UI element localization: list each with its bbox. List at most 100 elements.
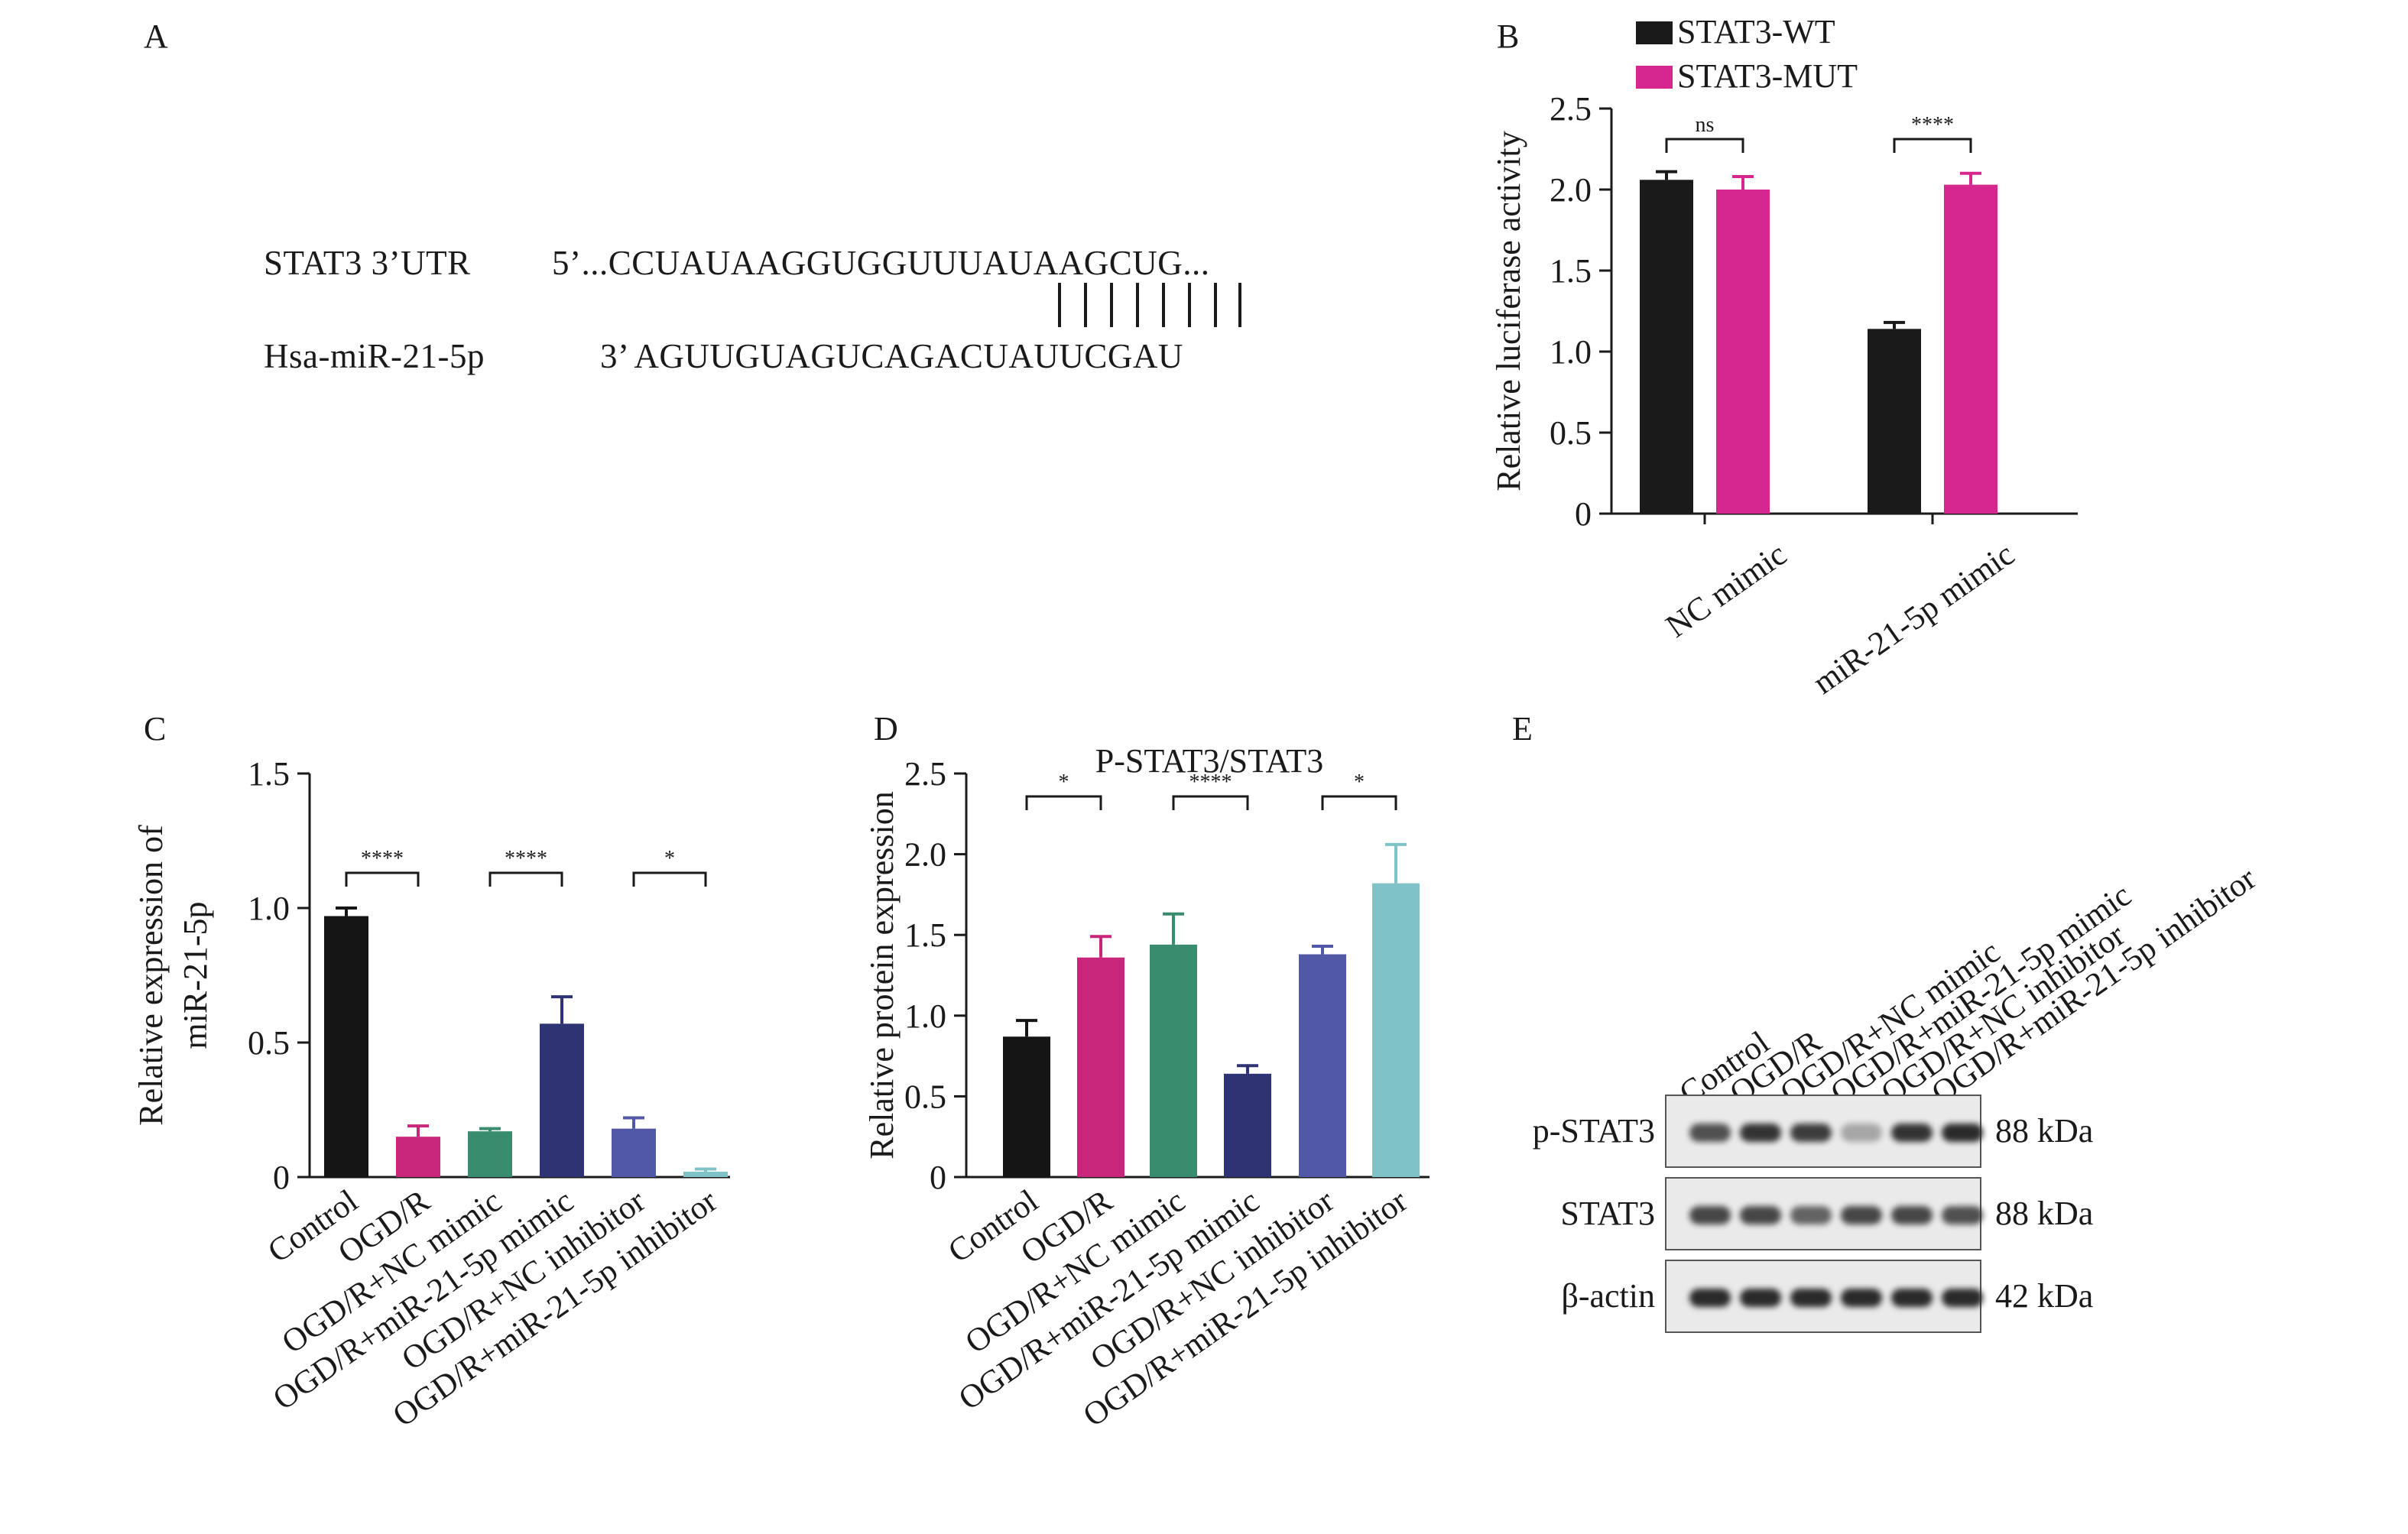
base-pair-line — [1084, 283, 1087, 327]
bar — [1150, 944, 1197, 1177]
y-tick-label: 0 — [273, 1159, 290, 1196]
panel-label-d: D — [874, 710, 898, 748]
utr-label: STAT3 3’UTR — [264, 244, 471, 282]
significance-label: **** — [1911, 113, 1954, 137]
significance-label: * — [1059, 770, 1069, 794]
bar — [1944, 184, 1997, 514]
utr-sequence: 5’...CCUAUAAGGUGGUUUAUAAGCUG... — [552, 244, 1210, 282]
blot-band — [1891, 1289, 1933, 1307]
panel-label-a: A — [144, 18, 168, 55]
chart-title: P-STAT3/STAT3 — [1095, 742, 1324, 780]
bar — [396, 1137, 440, 1177]
panel-label-e: E — [1512, 710, 1533, 748]
y-tick-label: 2.0 — [904, 836, 946, 874]
base-pair-line — [1110, 283, 1113, 327]
y-tick-label: 2.5 — [1550, 90, 1592, 128]
panel-label-b: B — [1497, 18, 1520, 55]
blot-band — [1841, 1206, 1882, 1224]
bar — [324, 916, 368, 1177]
bar — [1299, 954, 1346, 1177]
y-tick-label: 1.0 — [248, 890, 290, 927]
blot-row-label: p-STAT3 — [1532, 1112, 1655, 1150]
blot-kda-label: 42 kDa — [1995, 1277, 2094, 1315]
significance-label: **** — [1189, 770, 1232, 794]
y-tick-label: 1.5 — [904, 916, 946, 954]
y-tick-label: 1.5 — [248, 755, 290, 793]
y-tick-label: 1.0 — [904, 997, 946, 1035]
blot-kda-label: 88 kDa — [1995, 1195, 2094, 1232]
legend-label: STAT3-WT — [1677, 13, 1835, 50]
significance-label: ns — [1696, 113, 1715, 137]
mir-label: Hsa-miR-21-5p — [264, 337, 485, 375]
significance-bracket — [1665, 138, 1744, 153]
base-pair-line — [1136, 283, 1139, 327]
significance-bracket — [1172, 795, 1249, 810]
blot-band — [1891, 1124, 1933, 1142]
blot-strip — [1665, 1177, 1983, 1250]
y-tick-label: 0.5 — [248, 1024, 290, 1062]
significance-label: **** — [505, 847, 547, 871]
blot-row-label: STAT3 — [1560, 1195, 1655, 1232]
base-pair-line — [1188, 283, 1191, 327]
legend-label: STAT3-MUT — [1677, 57, 1858, 95]
y-tick-label: 0 — [930, 1159, 946, 1196]
blot-band — [1942, 1124, 1983, 1142]
significance-label: * — [1354, 770, 1365, 794]
significance-bracket — [1321, 795, 1397, 810]
blot-band — [1740, 1124, 1781, 1142]
base-pair-line — [1238, 283, 1241, 327]
y-axis-label-line-2: miR-21-5p — [177, 901, 214, 1049]
bar — [1077, 957, 1124, 1177]
legend-swatch — [1636, 21, 1673, 44]
significance-bracket — [1025, 795, 1102, 810]
x-tick-label: miR-21-5p mimic — [1806, 537, 2020, 702]
bar — [468, 1131, 512, 1177]
blot-strip — [1665, 1095, 1983, 1168]
blot-band — [1689, 1289, 1731, 1307]
y-axis-label-line-1: Relative expression of — [132, 825, 170, 1126]
x-tick-label: NC mimic — [1660, 537, 1793, 645]
bar — [540, 1023, 584, 1177]
blot-band — [1841, 1124, 1882, 1142]
y-tick-label: 1.0 — [1550, 333, 1592, 371]
bar — [1868, 329, 1921, 514]
y-axis-label: Relative luciferase activity — [1490, 131, 1527, 491]
blot-band — [1790, 1124, 1832, 1142]
blot-band — [1740, 1289, 1781, 1307]
base-pair-line — [1058, 283, 1061, 327]
blot-band — [1942, 1289, 1983, 1307]
panel-label-c: C — [144, 710, 167, 748]
significance-bracket — [345, 871, 420, 887]
significance-bracket — [632, 871, 707, 887]
bar — [683, 1171, 728, 1177]
blot-band — [1841, 1289, 1882, 1307]
y-tick-label: 0 — [1575, 495, 1592, 533]
blot-band — [1790, 1206, 1832, 1224]
y-tick-label: 0.5 — [904, 1078, 946, 1115]
significance-bracket — [488, 871, 563, 887]
y-tick-label: 2.0 — [1550, 171, 1592, 209]
base-pair-line — [1162, 283, 1165, 327]
y-axis-label: Relative protein expression — [863, 791, 901, 1159]
bar — [1716, 190, 1770, 514]
blot-row-label: β-actin — [1561, 1277, 1655, 1315]
blot-strip — [1665, 1260, 1983, 1333]
significance-bracket — [1893, 138, 1972, 153]
blot-band — [1790, 1289, 1832, 1307]
bar — [1640, 180, 1693, 514]
blot-band — [1942, 1206, 1983, 1224]
mir-sequence: 3’ AGUUGUAGUCAGACUAUUCGAU — [600, 337, 1183, 375]
blot-band — [1740, 1206, 1781, 1224]
y-tick-label: 1.5 — [1550, 252, 1592, 290]
bar — [1003, 1036, 1050, 1177]
significance-label: **** — [361, 847, 404, 871]
blot-band — [1689, 1124, 1731, 1142]
bar — [612, 1128, 656, 1177]
y-tick-label: 2.5 — [904, 755, 946, 793]
blot-kda-label: 88 kDa — [1995, 1112, 2094, 1150]
blot-band — [1689, 1206, 1731, 1224]
blot-band — [1891, 1206, 1933, 1224]
y-tick-label: 0.5 — [1550, 414, 1592, 452]
bar — [1224, 1073, 1271, 1177]
